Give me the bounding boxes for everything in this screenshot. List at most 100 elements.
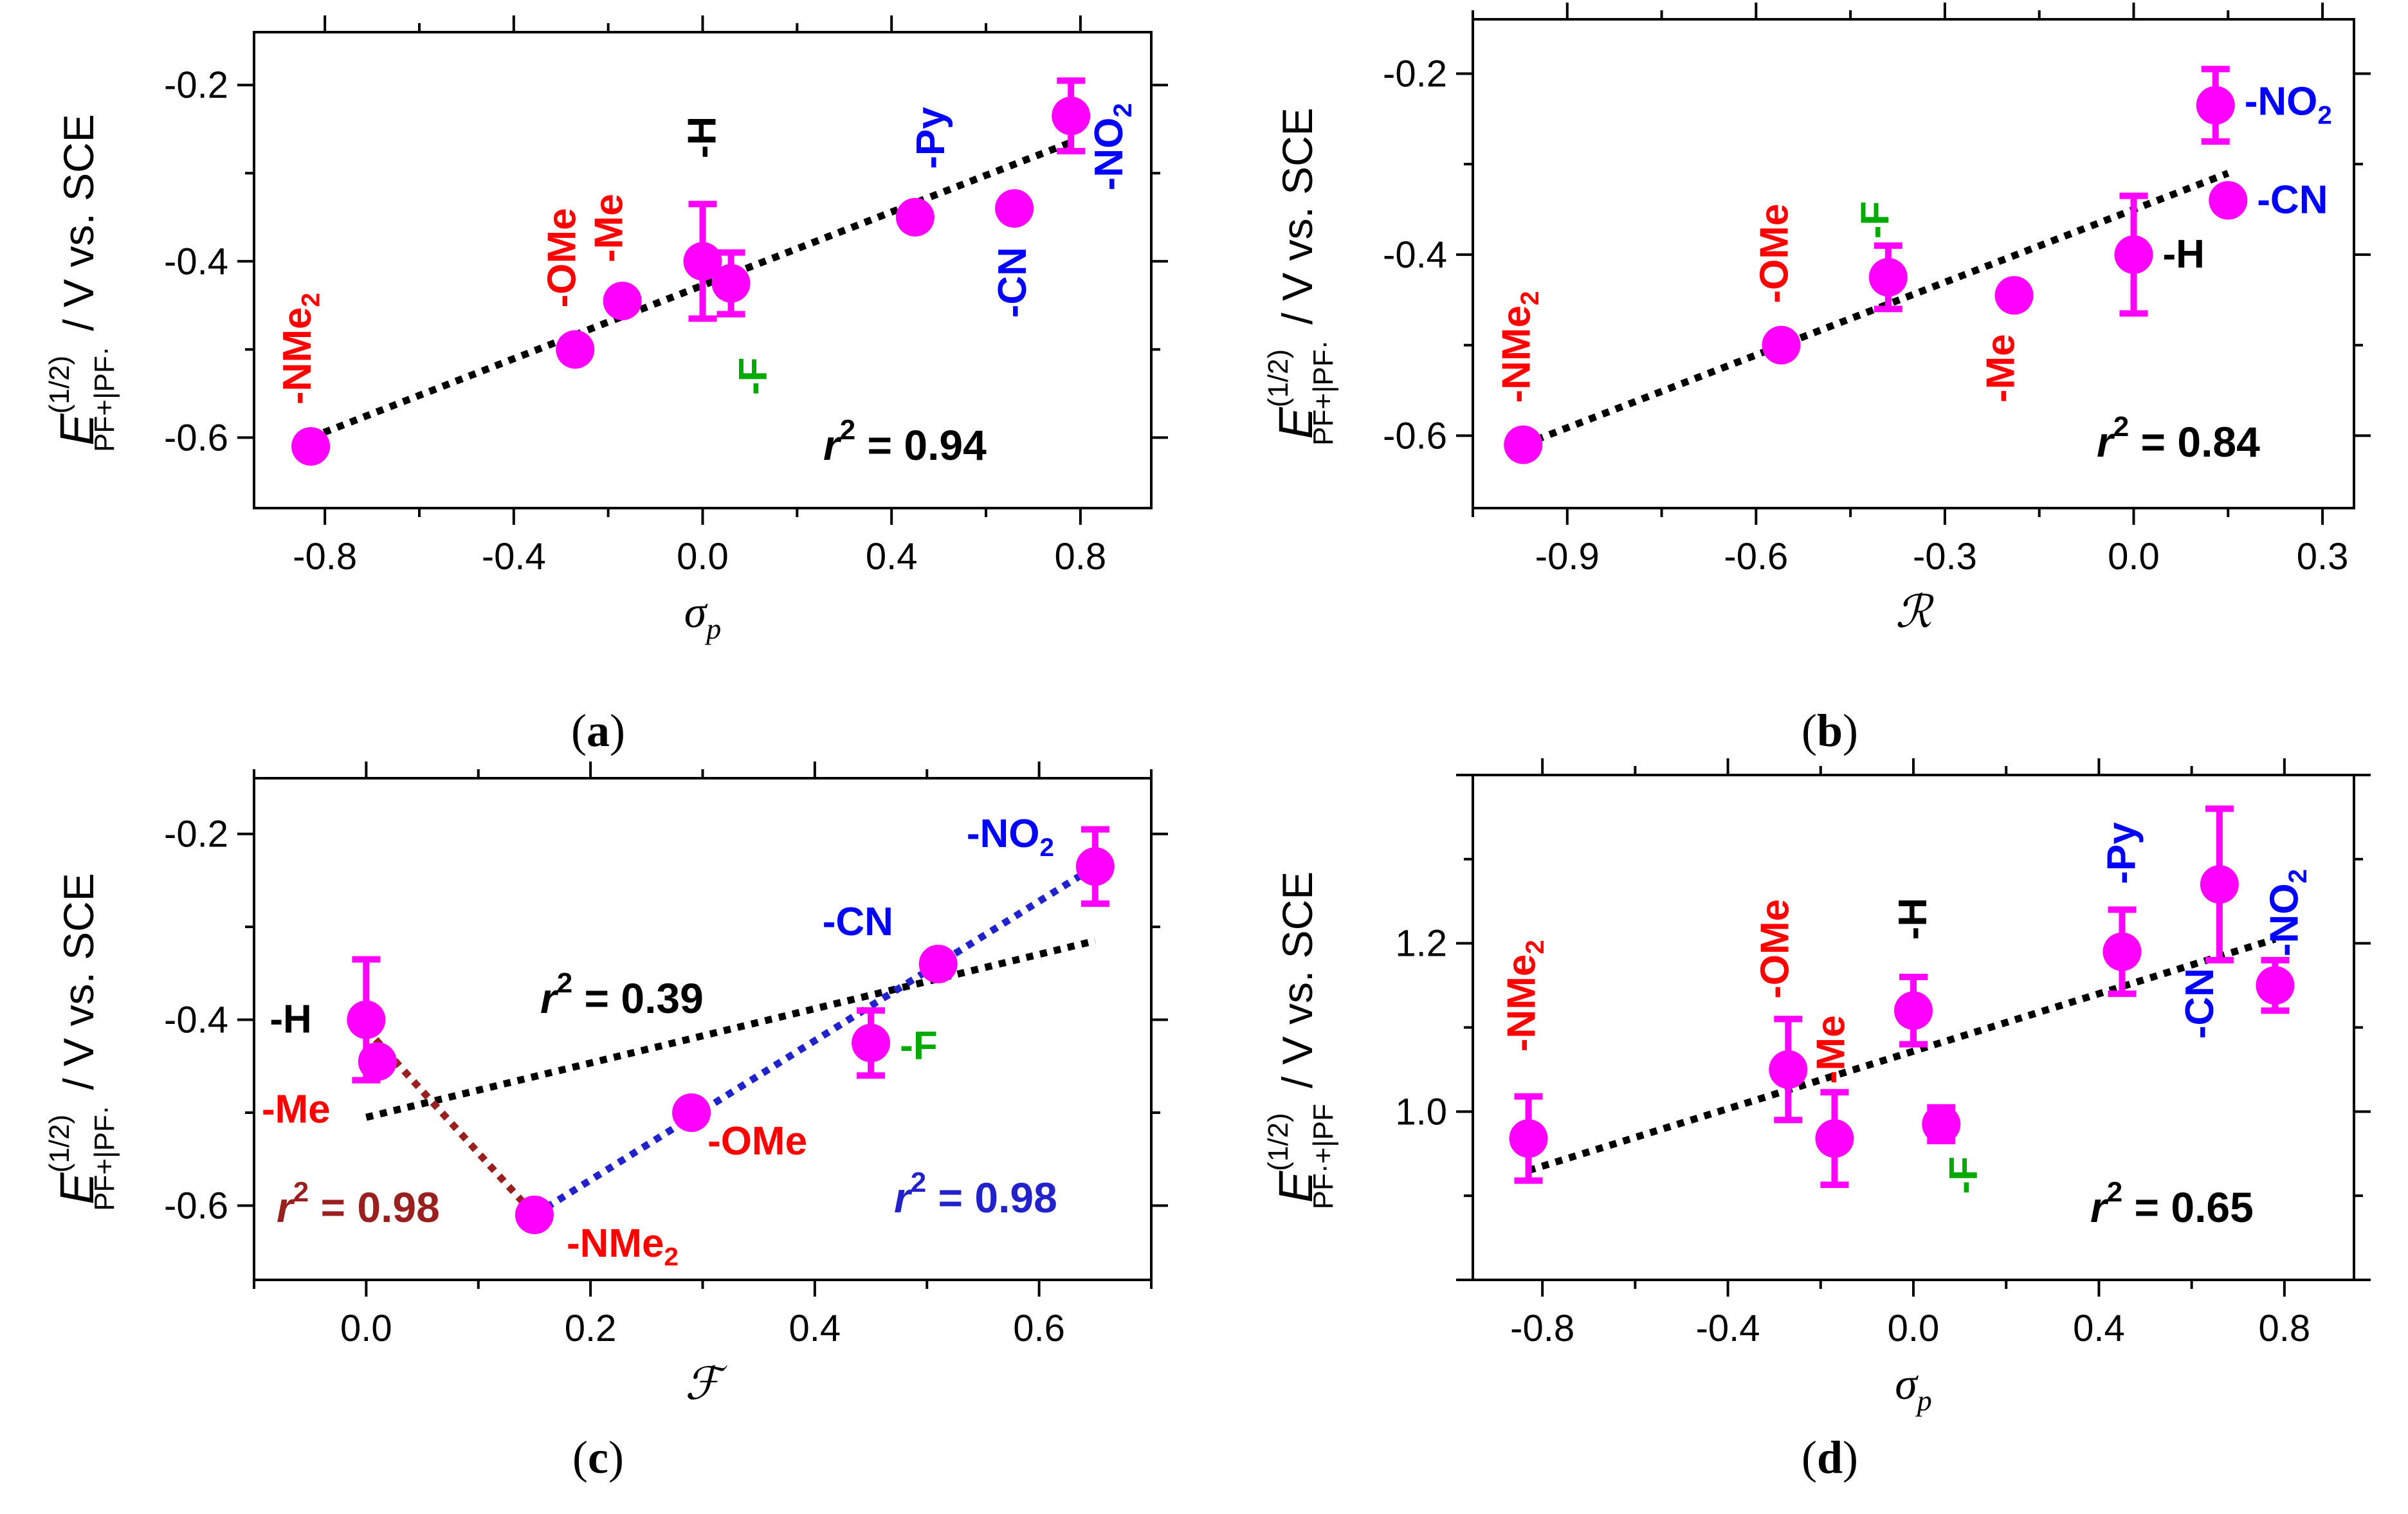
point-label: -OMe xyxy=(1753,204,1797,304)
data-point xyxy=(1504,425,1543,464)
data-point xyxy=(1769,1050,1808,1089)
data-point xyxy=(515,1195,554,1234)
panel-d: -0.8 -0.4 0.0 0.4 0.8 1.0 1.2 σp E(1/2) PF·+|PF / … xyxy=(1263,758,2371,1417)
data-point xyxy=(895,197,935,237)
point-label: -NMe2 xyxy=(275,293,325,405)
point-label-sub: 2 xyxy=(2283,869,2312,883)
r2-exp: 2 xyxy=(840,414,855,446)
data-point xyxy=(672,1093,711,1132)
data-point xyxy=(2114,235,2153,274)
data-point xyxy=(556,330,595,369)
point-label-sub: 2 xyxy=(2317,100,2331,129)
x-tick-label: 0.4 xyxy=(866,536,918,578)
data-point xyxy=(358,1042,397,1081)
r2-value: = 0.65 xyxy=(2122,1183,2254,1231)
r2-annotation: r2 = 0.94 xyxy=(823,414,987,469)
x-tick-label: -0.4 xyxy=(1696,1308,1760,1349)
r2-exp: 2 xyxy=(557,967,572,999)
y-tick-label: -0.2 xyxy=(1383,53,1447,95)
x-tick-label: -0.8 xyxy=(1510,1308,1574,1349)
x-axis-label-sub: p xyxy=(704,612,721,645)
point-label: -Py xyxy=(2099,822,2144,884)
y-axis-label-sub: PF·+|PF xyxy=(1308,1104,1339,1209)
point-label: -CN xyxy=(2257,178,2328,222)
r2-exp: 2 xyxy=(2113,411,2129,442)
data-point xyxy=(1894,991,1933,1030)
r2-value: = 0.94 xyxy=(855,421,987,469)
y-axis-label: E(1/2) PF+|PF· / V vs. SCE xyxy=(1263,107,1339,446)
y-axis-label-rest: / V vs. SCE xyxy=(1273,871,1321,1088)
data-point xyxy=(852,1023,891,1063)
x-tick-label: 0.2 xyxy=(565,1308,617,1349)
r2-annotation: r2 = 0.39 xyxy=(540,967,704,1022)
x-tick-label: 0.0 xyxy=(1888,1308,1940,1349)
fit-line xyxy=(365,937,1097,1121)
r2-annotation: r2 = 0.98 xyxy=(277,1176,440,1231)
data-point xyxy=(1509,1119,1548,1158)
r2-r: r xyxy=(823,421,842,469)
point-label: -CN xyxy=(2178,968,2222,1039)
point-label: -OMe xyxy=(540,208,584,307)
panel-c: 0.0 0.2 0.4 0.6 -0.6 -0.4 -0.2 ℱ E(1/2) PF+|PF· / … xyxy=(44,762,1168,1409)
caption-d: (d) xyxy=(1801,1432,1858,1483)
point-label-main: -NMe xyxy=(1494,306,1538,403)
data-point xyxy=(1868,258,1908,297)
point-label-main: -NO xyxy=(2245,80,2318,124)
y-axis-label: E(1/2) PF+|PF· / V vs. SCE xyxy=(44,114,120,452)
point-label-main: -NO xyxy=(2262,883,2306,956)
x-tick-label: -0.8 xyxy=(293,536,357,578)
r2-r: r xyxy=(2097,418,2115,466)
r2-value: = 0.84 xyxy=(2129,418,2260,466)
x-tick-label: 0.0 xyxy=(340,1308,392,1349)
x-tick-label: -0.4 xyxy=(482,536,546,578)
fit-line xyxy=(1522,170,2230,448)
point-label: -Me xyxy=(1979,334,2023,403)
data-point xyxy=(711,264,751,303)
y-tick-label: -0.6 xyxy=(164,1185,228,1227)
r2-value: = 0.98 xyxy=(926,1174,1057,1221)
data-point xyxy=(1922,1104,1961,1144)
point-label: -H xyxy=(2163,232,2205,277)
caption-c: (c) xyxy=(572,1432,624,1483)
fit-line xyxy=(309,139,1073,441)
r2-exp: 2 xyxy=(293,1176,309,1208)
r2-value: = 0.39 xyxy=(572,974,704,1022)
r2-r: r xyxy=(277,1183,295,1231)
x-tick-label: 0.0 xyxy=(2108,536,2160,578)
y-tick-label: -0.6 xyxy=(1383,415,1447,457)
point-label-sub: 2 xyxy=(1520,940,1549,954)
y-axis-label: E(1/2) PF+|PF· / V vs. SCE xyxy=(44,873,120,1211)
x-tick-label: 0.6 xyxy=(1013,1308,1065,1349)
y-axis-label-sub: PF+|PF· xyxy=(89,347,120,452)
data-point xyxy=(1815,1119,1854,1158)
x-tick-label: -0.3 xyxy=(1913,536,1977,578)
y-axis-label-sup: (1/2) xyxy=(1263,1113,1294,1171)
y-tick-label: -0.4 xyxy=(1383,234,1447,276)
point-label: -NMe2 xyxy=(567,1221,679,1272)
y-axis-label: E(1/2) PF·+|PF / V vs. SCE xyxy=(1263,871,1339,1210)
data-point xyxy=(603,281,642,320)
y-axis-label-sup: (1/2) xyxy=(44,1115,75,1172)
r2-annotation: r2 = 0.98 xyxy=(894,1167,1057,1221)
y-tick-label: 1.2 xyxy=(1395,923,1447,965)
point-label: -Me xyxy=(587,194,632,262)
point-label: -H xyxy=(680,116,725,158)
point-label-main: -NMe xyxy=(567,1221,664,1266)
caption-a: (a) xyxy=(571,705,625,756)
plot-frame xyxy=(1472,18,2355,509)
y-axis-label-rest: / V vs. SCE xyxy=(55,873,102,1090)
data-point xyxy=(2256,966,2295,1005)
r2-value: = 0.98 xyxy=(309,1183,440,1231)
r2-r: r xyxy=(894,1174,913,1221)
point-label-sub: 2 xyxy=(1515,291,1544,305)
y-axis-label-sub: PF+|PF· xyxy=(1308,340,1339,446)
point-label: -NMe2 xyxy=(1494,291,1544,403)
data-point xyxy=(347,1000,386,1039)
fit-line xyxy=(1527,935,2277,1174)
fit-line xyxy=(533,863,1097,1218)
point-label-main: -NMe xyxy=(275,307,320,405)
r2-exp: 2 xyxy=(911,1167,926,1198)
point-label-main: -NO xyxy=(1087,118,1131,191)
y-axis-label-sup: (1/2) xyxy=(44,356,75,414)
x-axis-label: ℱ xyxy=(685,1360,727,1409)
